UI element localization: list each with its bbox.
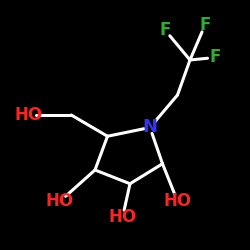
Text: HO: HO: [108, 208, 136, 226]
Text: F: F: [199, 16, 211, 34]
Text: HO: HO: [164, 192, 192, 210]
Text: HO: HO: [15, 106, 43, 124]
Text: HO: HO: [46, 192, 74, 210]
Text: F: F: [209, 48, 221, 66]
Text: N: N: [142, 118, 158, 136]
Text: F: F: [159, 21, 171, 39]
